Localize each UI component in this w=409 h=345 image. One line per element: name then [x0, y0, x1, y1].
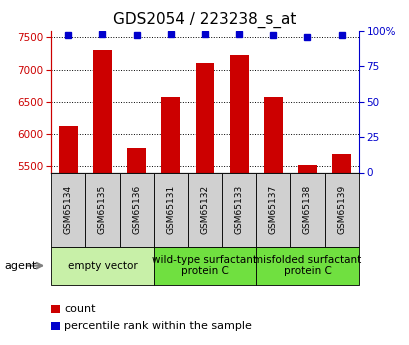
Text: percentile rank within the sample: percentile rank within the sample — [64, 321, 252, 331]
Text: wild-type surfactant
protein C: wild-type surfactant protein C — [152, 255, 257, 276]
Bar — [51, 247, 153, 285]
Text: GSM65133: GSM65133 — [234, 185, 243, 234]
Text: count: count — [64, 304, 96, 314]
Text: misfolded surfactant
protein C: misfolded surfactant protein C — [253, 255, 361, 276]
Text: empty vector: empty vector — [67, 261, 137, 270]
Bar — [51, 172, 85, 247]
Text: GSM65137: GSM65137 — [268, 185, 277, 234]
Bar — [331, 155, 350, 345]
Bar — [119, 172, 153, 247]
Bar — [85, 172, 119, 247]
Text: GSM65131: GSM65131 — [166, 185, 175, 234]
Text: GSM65139: GSM65139 — [336, 185, 345, 234]
Text: GSM65135: GSM65135 — [98, 185, 107, 234]
Bar — [127, 148, 146, 345]
Text: GSM65134: GSM65134 — [64, 185, 73, 234]
Text: GSM65138: GSM65138 — [302, 185, 311, 234]
Bar — [324, 172, 358, 247]
Bar — [256, 247, 358, 285]
Bar — [51, 305, 60, 313]
Bar — [256, 172, 290, 247]
Text: GSM65132: GSM65132 — [200, 185, 209, 234]
Text: GSM65136: GSM65136 — [132, 185, 141, 234]
Bar — [161, 97, 180, 345]
Bar — [153, 247, 256, 285]
Text: agent: agent — [4, 261, 36, 270]
Bar — [93, 50, 112, 345]
Bar — [195, 63, 214, 345]
Text: GDS2054 / 223238_s_at: GDS2054 / 223238_s_at — [113, 12, 296, 28]
Bar — [51, 322, 60, 330]
Bar — [297, 166, 316, 345]
Bar — [263, 97, 282, 345]
Bar — [187, 172, 222, 247]
Bar — [290, 172, 324, 247]
Bar — [229, 56, 248, 345]
Bar — [222, 172, 256, 247]
Bar — [153, 172, 187, 247]
Bar — [59, 126, 78, 345]
